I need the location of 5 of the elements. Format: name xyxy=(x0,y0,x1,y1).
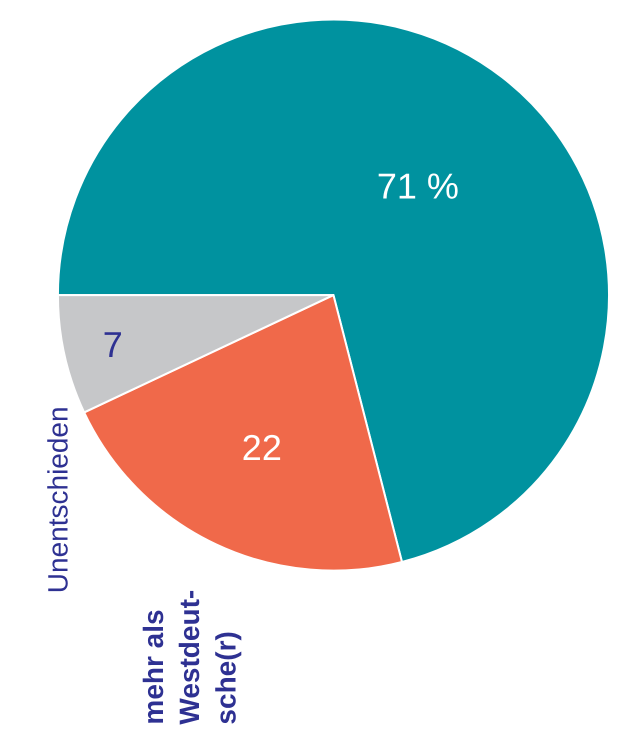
data-label: 71 % xyxy=(376,166,459,207)
data-label: 7 xyxy=(102,324,123,365)
data-label: 22 xyxy=(242,426,282,468)
slice-label: mehr als Westdeut- sche(r) xyxy=(138,590,242,725)
slice-label: Unentschieden xyxy=(42,406,74,594)
